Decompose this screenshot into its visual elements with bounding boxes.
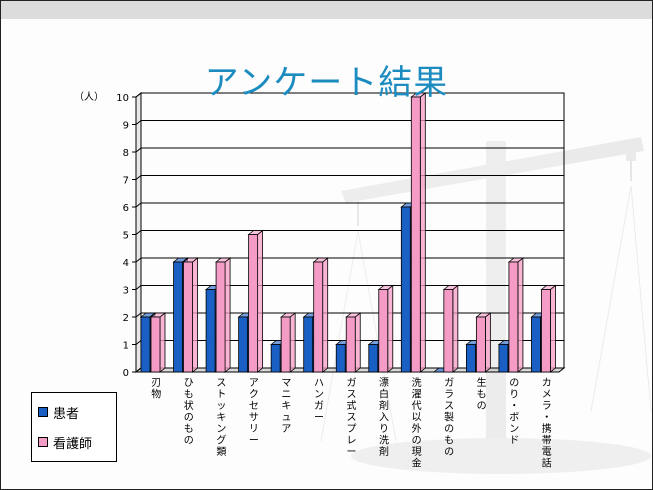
y-tick-label: 4	[123, 258, 129, 269]
x-tick-label: ハンガー	[314, 378, 324, 424]
bar-nurse-side	[159, 312, 166, 373]
bar-nurse	[313, 261, 324, 373]
bar-nurse	[248, 234, 259, 373]
legend-swatch-patient	[38, 407, 48, 417]
bar-nurse-side	[289, 312, 296, 373]
bar-patient	[238, 316, 249, 373]
bar-nurse-side	[452, 284, 459, 373]
bar-nurse	[443, 289, 454, 373]
bar-nurse	[183, 261, 193, 373]
x-tick-label: ガラス製のもの	[444, 377, 454, 458]
x-tick-label: カメラ・携帯電話	[542, 377, 552, 470]
bar-nurse	[475, 316, 486, 373]
y-axis-label: （人）	[74, 91, 104, 103]
x-tick-label: のり・ボンド	[509, 378, 519, 447]
y-tick-label: 8	[123, 148, 129, 159]
y-tick-label: 0	[123, 368, 129, 379]
bar-nurse	[508, 261, 519, 373]
bar-nurse	[150, 316, 161, 373]
legend-label-nurse: 看護師	[53, 436, 93, 452]
y-tick-label: 9	[123, 121, 129, 132]
y-tick-label: 3	[123, 286, 129, 297]
bar-nurse-side	[257, 229, 264, 373]
y-tick-label: 7	[123, 176, 129, 187]
bar-patient	[303, 316, 314, 373]
bar-patient	[140, 316, 151, 373]
legend: 患者 看護師	[31, 392, 117, 462]
x-tick-label: 洗濯代以外の現金	[412, 377, 422, 470]
x-tick-label: 漂白剤入り洗剤	[379, 377, 389, 458]
bar-nurse-side	[224, 257, 231, 373]
bar-patient	[400, 206, 411, 373]
bar-nurse-side	[484, 312, 491, 373]
bar-patient	[498, 344, 509, 373]
x-tick-label: アクセサリー	[249, 378, 259, 447]
bar-nurse	[215, 261, 226, 373]
bar-nurse-side	[517, 257, 524, 373]
y-tick-label: 1	[123, 341, 129, 352]
bar-patient	[531, 316, 541, 373]
x-tick-label: 刃物	[151, 378, 161, 401]
bar-patient	[205, 289, 216, 373]
x-tick-label: 生もの	[477, 376, 487, 412]
bar-nurse-side	[322, 257, 329, 373]
y-tick-label: 10	[116, 93, 129, 104]
bar-nurse	[541, 289, 551, 373]
y-tick-label: 6	[123, 203, 129, 214]
y-tick-label: 5	[123, 231, 129, 242]
legend-swatch-nurse	[38, 437, 48, 447]
legend-item-nurse: 看護師	[38, 432, 92, 452]
legend-item-patient: 患者	[38, 402, 79, 422]
bar-nurse	[378, 289, 389, 373]
legend-label-patient: 患者	[53, 406, 80, 422]
y-tick-label: 2	[123, 313, 129, 324]
bar-nurse-side	[387, 284, 394, 373]
chart-title: アンケート結果	[204, 63, 449, 103]
bar-nurse-side	[419, 92, 426, 373]
bar-patient	[270, 344, 281, 373]
bar-patient	[368, 344, 379, 373]
bar-patient	[465, 344, 476, 373]
bar-nurse	[410, 96, 421, 373]
bar-patient	[173, 261, 183, 373]
x-tick-label: ガス式スプレー	[347, 377, 357, 458]
x-tick-label: ひも状のもの	[184, 378, 194, 447]
bar-nurse-side	[192, 257, 198, 373]
x-tick-label: ストッキング類	[216, 378, 226, 458]
x-tick-label: マニキュア	[281, 378, 291, 435]
header-band	[1, 1, 652, 19]
bar-nurse-side	[354, 312, 361, 373]
bar-nurse-side	[550, 284, 556, 373]
bar-patient	[335, 344, 346, 373]
bar-nurse	[345, 316, 356, 373]
bar-nurse	[280, 316, 291, 373]
